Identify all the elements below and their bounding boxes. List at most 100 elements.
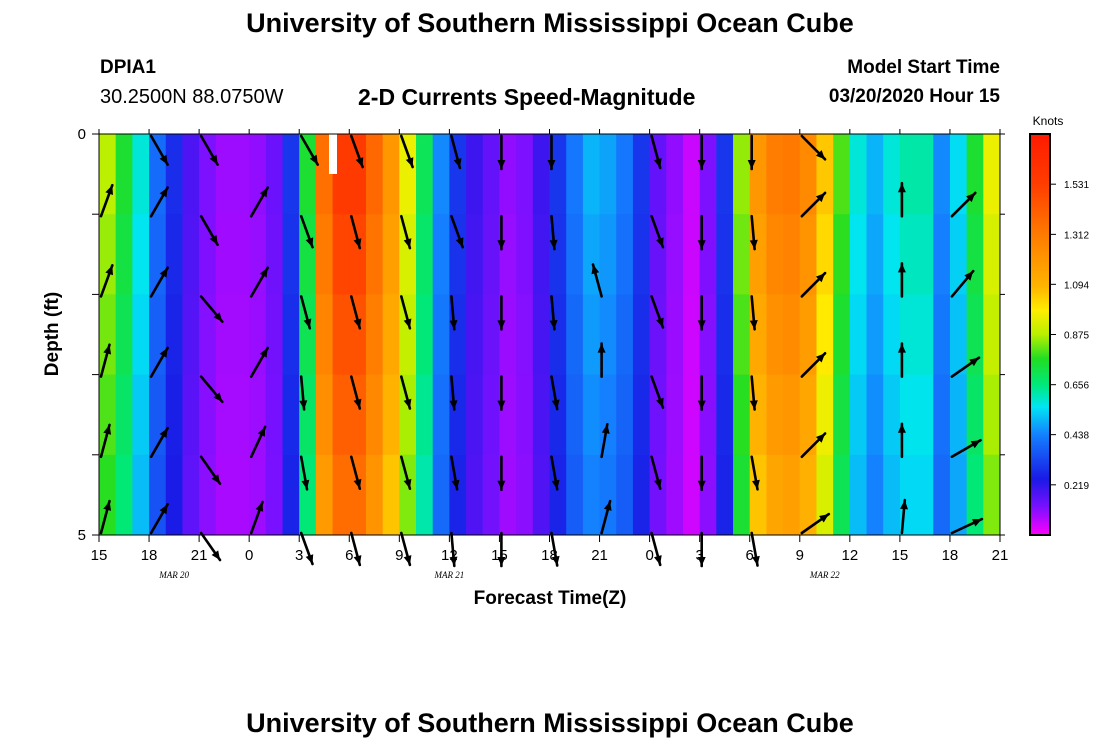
heatmap-cell [199,374,217,456]
current-vector-arrow [650,295,665,329]
current-vector-arrow [750,531,760,567]
current-vector-arrow [199,134,219,166]
x-tick-label: 9 [796,547,804,564]
heatmap-cell [416,374,434,456]
heatmap-cell [132,134,150,215]
heatmap-cell [199,454,217,535]
current-vector-arrow [697,455,706,492]
current-vector-arrow [650,134,662,170]
current-vector-arrow [747,134,756,171]
heatmap-cell [699,374,717,456]
heatmap-cell [332,294,350,376]
model-start-label: Model Start Time [847,57,1000,78]
heatmap-cell [232,134,250,215]
x-tick-label: 18 [942,547,959,564]
heatmap-cell [866,134,884,215]
heatmap-cell [883,294,901,376]
heatmap-cell [349,374,367,456]
heatmap-cell [499,294,517,376]
heatmap-cell [899,214,918,295]
missing-data-marker [329,134,337,174]
heatmap-cell [599,454,617,535]
heatmap-cell [666,374,684,456]
current-vector-arrow [450,134,462,170]
heatmap-cell [499,454,517,535]
speed-heatmap [99,134,1000,535]
heatmap-cell [99,294,117,376]
heatmap-cell [332,374,350,456]
heatmap-cell [733,374,751,456]
heatmap-cell [866,454,884,535]
heatmap-cell [783,454,801,535]
current-vector-arrow [399,134,414,169]
heatmap-cell [899,294,918,376]
current-vector-arrow [697,531,706,568]
current-vector-arrow [199,295,224,324]
current-vector-arrow [650,531,662,567]
heatmap-cell [532,214,551,295]
current-vector-arrow [897,181,906,218]
heatmap-cell [682,214,701,295]
current-vector-arrow [299,214,314,249]
heatmap-cell [315,374,334,456]
current-vector-arrow [449,375,458,411]
heatmap-cell [382,294,400,376]
heatmap-cell [382,134,400,215]
heatmap-cell [265,214,284,295]
current-vector-arrow [497,134,506,171]
heatmap-cell [849,214,868,295]
heatmap-cell [282,374,300,456]
heatmap-cell [949,134,968,215]
heatmap-cell [232,294,250,376]
heatmap-cell [966,374,984,456]
heatmap-cell [849,454,868,535]
heatmap-cell [516,214,534,295]
heatmap-cell [232,454,250,535]
x-axis-label: Forecast Time(Z) [474,588,627,609]
heatmap-cell [716,294,734,376]
heatmap-cell [299,214,317,295]
heatmap-cell [833,294,851,376]
date-label: MAR 21 [434,570,465,580]
heatmap-cell [282,214,300,295]
heatmap-cell [99,454,117,535]
x-tick-label: 21 [992,547,1009,564]
current-vector-arrow [897,262,906,298]
model-start-value: 03/20/2020 Hour 15 [828,86,1000,107]
plot-title: 2-D Currents Speed-Magnitude [358,84,696,110]
heatmap-cell [532,294,551,376]
current-vector-arrow [249,425,267,459]
heatmap-cell [299,294,317,376]
heatmap-cell [699,214,717,295]
heatmap-cell [883,214,901,295]
heatmap-cell [632,134,651,215]
current-vector-arrow [199,455,222,486]
current-vector-arrow [650,455,662,491]
current-vector-arrow [800,512,831,535]
heatmap-cell [866,214,884,295]
heatmap-cell [799,134,818,215]
heatmap-cell [115,374,133,456]
current-vector-arrow [497,455,506,492]
heatmap-cell [99,374,117,456]
current-vector-arrow [299,531,314,566]
heatmap-cell [215,374,234,456]
current-vector-arrow [199,375,224,404]
heatmap-cell [816,294,834,376]
heatmap-cell [582,454,601,535]
heatmap-cell [833,374,851,456]
heatmap-cell [99,134,117,215]
current-vector-arrow [497,531,506,568]
current-vector-arrow [750,455,760,491]
heatmap-cell [132,214,150,295]
heatmap-cell [599,214,617,295]
current-vector-arrow [349,375,362,410]
heatmap-cell [516,374,534,456]
heatmap-cell [916,374,934,456]
current-vector-arrow [249,346,270,378]
x-tick-label: 12 [441,547,458,564]
heatmap-cell [315,214,334,295]
current-vector-arrow [99,183,114,218]
heatmap-cell [816,214,834,295]
